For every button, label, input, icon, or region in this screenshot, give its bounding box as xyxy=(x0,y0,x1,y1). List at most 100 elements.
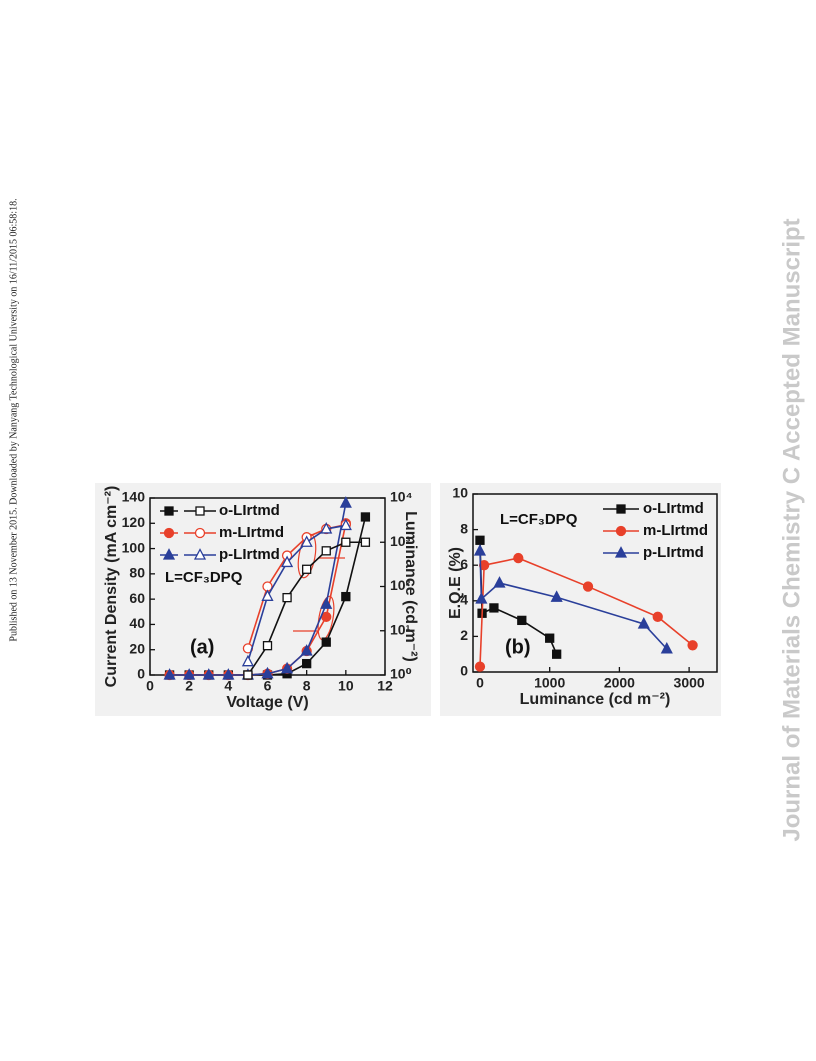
y-axis-label: E.Q.E (%) xyxy=(447,547,464,619)
marker xyxy=(360,512,371,522)
series-line xyxy=(169,502,347,676)
marker xyxy=(262,641,273,651)
marker xyxy=(282,592,292,603)
y2-tick-label: 10⁴ xyxy=(390,489,413,505)
marker xyxy=(475,535,485,545)
legend-marker xyxy=(616,504,626,514)
marker xyxy=(302,564,312,574)
x-axis-label: Luminance (cd m⁻²) xyxy=(520,691,671,708)
annotation: (b) xyxy=(505,636,531,658)
side-note: Published on 13 November 2015. Downloade… xyxy=(8,198,19,641)
marker xyxy=(320,522,333,534)
marker xyxy=(550,590,563,602)
marker xyxy=(637,617,650,629)
marker xyxy=(300,535,313,547)
marker xyxy=(660,641,673,654)
legend-marker xyxy=(614,546,628,558)
marker xyxy=(261,666,274,679)
y-tick-label: 2 xyxy=(460,627,468,643)
y-tick-label: 6 xyxy=(460,556,468,572)
x-tick-label: 2 xyxy=(185,678,193,694)
y2-tick-label: 10⁰ xyxy=(390,666,412,682)
y-axis-label: Current Density (mA cm⁻²) xyxy=(103,486,120,688)
marker xyxy=(652,611,663,622)
marker xyxy=(339,518,352,531)
x-tick-label: 10 xyxy=(338,678,354,694)
marker xyxy=(341,591,351,602)
y2-tick-label: 10² xyxy=(390,577,411,593)
marker xyxy=(241,654,254,667)
y2-tick-label: 10¹ xyxy=(390,621,411,637)
marker xyxy=(281,555,294,568)
y-tick-label: 4 xyxy=(460,592,468,608)
marker xyxy=(321,546,331,556)
y-tick-label: 40 xyxy=(129,615,145,631)
x-tick-label: 8 xyxy=(303,678,311,694)
marker xyxy=(687,640,698,651)
marker xyxy=(360,537,371,547)
legend-marker xyxy=(162,548,176,560)
series-line xyxy=(479,557,694,667)
marker xyxy=(489,603,499,613)
marker xyxy=(300,644,313,656)
x-tick-label: 12 xyxy=(377,678,393,694)
y-tick-label: 100 xyxy=(122,539,146,555)
y-tick-label: 20 xyxy=(129,640,145,656)
marker xyxy=(339,496,352,508)
marker xyxy=(493,576,506,588)
marker xyxy=(261,589,274,601)
marker xyxy=(545,633,555,643)
x-tick-label: 1000 xyxy=(534,675,565,691)
marker xyxy=(474,661,486,672)
y2-tick-label: 10³ xyxy=(390,533,411,549)
legend-marker xyxy=(163,527,175,539)
marker xyxy=(222,668,235,680)
marker xyxy=(341,537,351,547)
annotation: L=CF₃DPQ xyxy=(500,511,578,528)
marker xyxy=(183,668,196,680)
y-tick-label: 60 xyxy=(129,590,145,606)
figure-panel-bg xyxy=(440,483,721,716)
legend-marker xyxy=(195,506,205,516)
x-axis-label: Voltage (V) xyxy=(226,694,308,711)
marker xyxy=(475,592,488,604)
marker xyxy=(473,544,487,556)
legend-label: m-LIrtmd xyxy=(219,524,284,541)
x-tick-label: 2000 xyxy=(604,675,635,691)
legend-marker xyxy=(194,527,206,539)
marker xyxy=(320,597,333,609)
marker xyxy=(552,649,562,659)
marker xyxy=(517,615,527,626)
marker xyxy=(582,581,594,592)
y2-axis-label: Luminance (cd m⁻²) xyxy=(402,511,419,662)
marker xyxy=(202,668,215,680)
marker xyxy=(281,661,294,674)
watermark: Journal of Materials Chemistry C Accepte… xyxy=(778,218,805,841)
plot-frame xyxy=(472,493,718,673)
y-tick-label: 0 xyxy=(137,666,145,682)
marker xyxy=(513,552,524,564)
marker xyxy=(302,658,312,669)
marker xyxy=(321,637,331,647)
x-tick-label: 4 xyxy=(224,678,232,694)
x-tick-label: 6 xyxy=(264,678,272,694)
y-tick-label: 140 xyxy=(122,489,146,505)
legend-marker xyxy=(164,506,174,516)
annotation: L=CF₃DPQ xyxy=(165,569,243,586)
legend-label: o-LIrtmd xyxy=(219,502,280,519)
legend-label: p-LIrtmd xyxy=(219,546,280,563)
legend-marker xyxy=(615,525,627,537)
x-tick-label: 0 xyxy=(476,675,484,691)
annotation: (a) xyxy=(190,636,214,658)
legend-marker xyxy=(193,548,207,560)
legend-label: p-LIrtmd xyxy=(643,544,704,561)
legend-label: m-LIrtmd xyxy=(643,522,708,539)
x-tick-label: 0 xyxy=(146,678,154,694)
y-tick-label: 10 xyxy=(452,485,468,501)
y-tick-label: 120 xyxy=(122,514,146,530)
x-tick-label: 3000 xyxy=(674,675,705,691)
y-tick-label: 0 xyxy=(460,663,468,679)
marker xyxy=(243,670,253,680)
